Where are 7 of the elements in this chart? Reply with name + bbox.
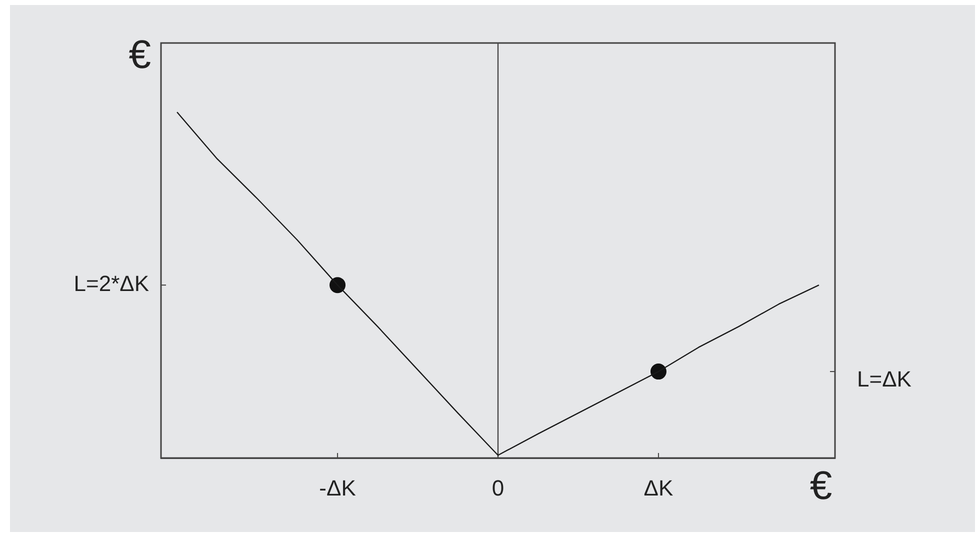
x-tick-label: -ΔK (319, 475, 356, 500)
text: L=2*ΔK (74, 271, 150, 296)
x-axis-title: € (810, 464, 832, 508)
x-tick-label: 0 (492, 475, 504, 500)
text: L=ΔK (857, 366, 912, 392)
y-axis-title: € (128, 33, 151, 78)
x-tick-label: ΔK (644, 475, 674, 500)
